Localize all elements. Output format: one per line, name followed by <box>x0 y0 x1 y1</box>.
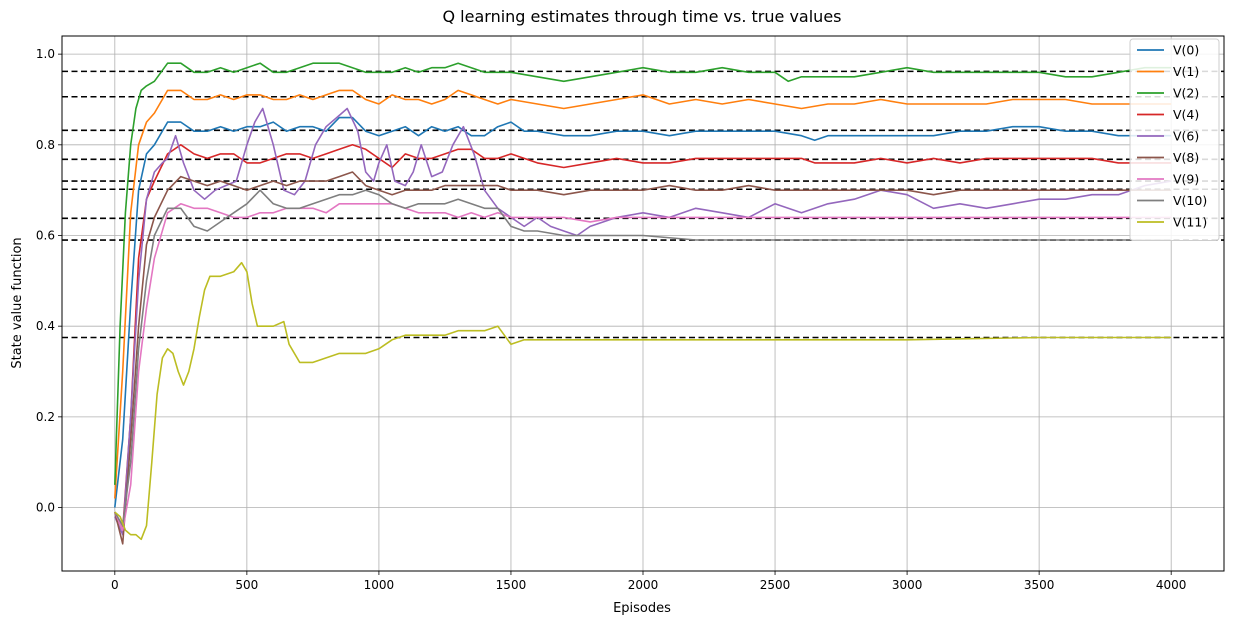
legend: V(0) V(1) V(2) V(4) V(6) V(8) V(9) V(10) V(11) <box>1129 38 1220 241</box>
x-tick-label: 2500 <box>760 578 791 592</box>
series-line-V(0) <box>114 116 1172 508</box>
series-line-V(10) <box>114 189 1172 527</box>
legend-label: V(8) <box>1173 150 1199 165</box>
chart-title: Q learning estimates through time vs. tr… <box>443 7 842 26</box>
x-axis-label: Episodes <box>613 601 671 616</box>
x-tick-label: 3000 <box>892 578 923 592</box>
legend-label: V(2) <box>1173 86 1199 101</box>
series-line-V(9) <box>114 203 1172 532</box>
series-line-V(8) <box>114 171 1172 545</box>
series-line-V(11) <box>114 261 1172 541</box>
legend-label: V(9) <box>1173 172 1199 187</box>
legend-box <box>1129 38 1220 241</box>
y-axis-ticks: 0.0 0.2 0.4 0.6 0.8 1.0 <box>36 47 62 515</box>
series-line-V(1) <box>114 89 1172 499</box>
series-line-V(2) <box>114 62 1172 485</box>
x-tick-label: 4000 <box>1156 578 1187 592</box>
x-tick-label: 500 <box>235 578 258 592</box>
x-tick-label: 1000 <box>364 578 395 592</box>
y-tick-label: 1.0 <box>36 47 55 61</box>
series-line-V(4) <box>114 144 1172 532</box>
x-tick-label: 1500 <box>496 578 527 592</box>
grid <box>62 36 1224 571</box>
y-tick-label: 0.6 <box>36 228 55 242</box>
x-tick-label: 3500 <box>1024 578 1055 592</box>
series-lines <box>114 62 1172 545</box>
y-tick-label: 0.0 <box>36 501 55 515</box>
y-tick-label: 0.4 <box>36 319 55 333</box>
legend-label: V(11) <box>1173 215 1207 230</box>
x-axis-ticks: 0 500 1000 1500 2000 2500 3000 3500 4000 <box>111 571 1186 592</box>
legend-label: V(10) <box>1173 193 1207 208</box>
x-tick-label: 0 <box>111 578 119 592</box>
y-axis-label: State value function <box>10 237 25 368</box>
legend-label: V(4) <box>1173 107 1199 122</box>
legend-label: V(1) <box>1173 64 1199 79</box>
series-line-V(6) <box>114 107 1172 536</box>
y-tick-label: 0.2 <box>36 410 55 424</box>
legend-label: V(0) <box>1173 43 1199 58</box>
y-tick-label: 0.8 <box>36 138 55 152</box>
legend-label: V(6) <box>1173 129 1199 144</box>
true-value-lines <box>62 70 1224 339</box>
x-tick-label: 2000 <box>628 578 659 592</box>
